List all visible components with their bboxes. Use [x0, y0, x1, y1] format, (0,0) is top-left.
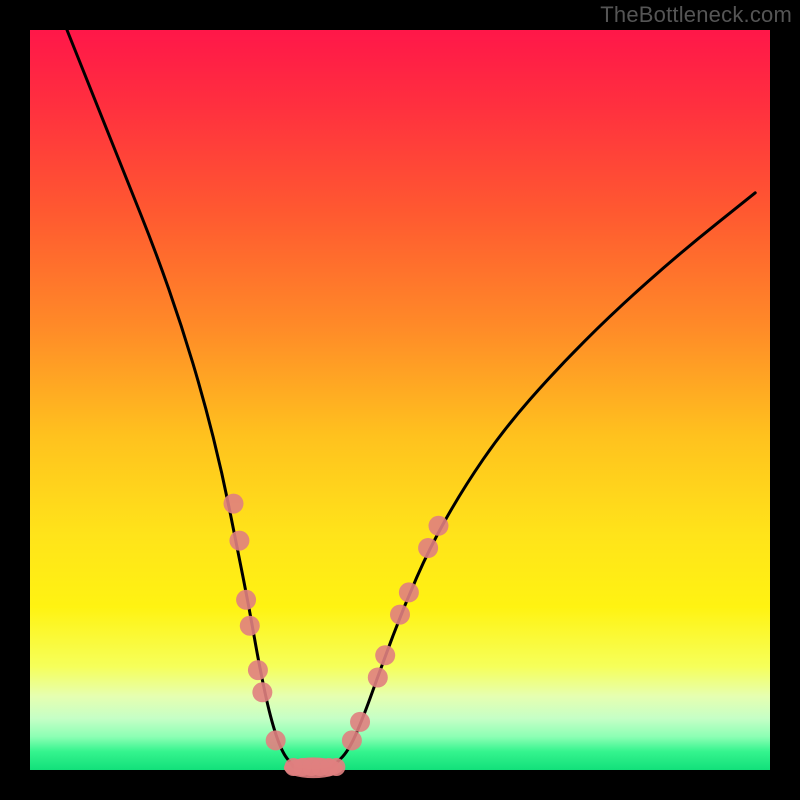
bottleneck-chart: [0, 0, 800, 800]
valley-marker-dot: [327, 758, 345, 776]
data-marker: [399, 582, 419, 602]
data-marker: [224, 494, 244, 514]
watermark-text: TheBottleneck.com: [600, 2, 792, 28]
data-marker: [428, 516, 448, 536]
data-marker: [229, 531, 249, 551]
data-marker: [248, 660, 268, 680]
data-marker: [418, 538, 438, 558]
data-marker: [240, 616, 260, 636]
data-marker: [252, 682, 272, 702]
data-marker: [390, 605, 410, 625]
gradient-background: [30, 30, 770, 770]
data-marker: [342, 730, 362, 750]
data-marker: [368, 668, 388, 688]
plot-area: [30, 30, 770, 778]
chart-frame: TheBottleneck.com: [0, 0, 800, 800]
data-marker: [350, 712, 370, 732]
data-marker: [266, 730, 286, 750]
data-marker: [236, 590, 256, 610]
data-marker: [375, 645, 395, 665]
